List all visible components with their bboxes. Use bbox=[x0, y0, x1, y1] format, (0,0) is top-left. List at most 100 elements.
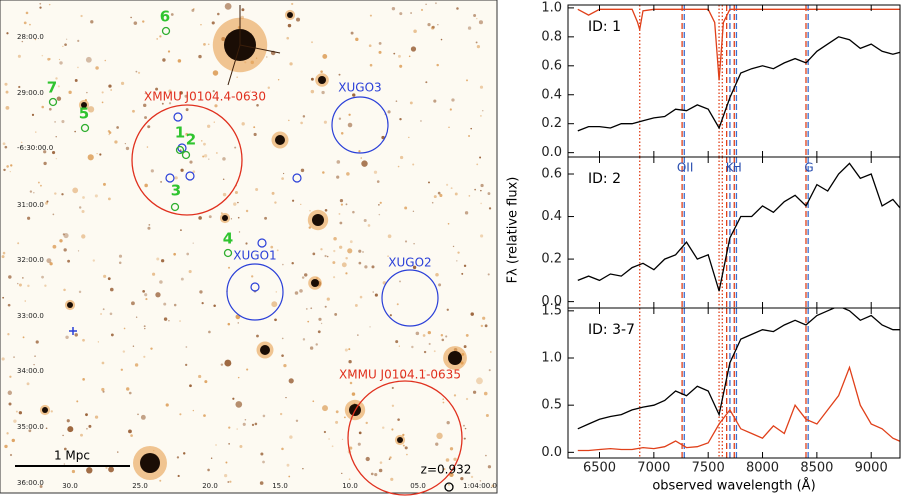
speckle bbox=[289, 435, 292, 438]
speckle bbox=[189, 384, 192, 387]
speckle bbox=[235, 401, 242, 408]
speckle bbox=[6, 106, 10, 110]
speckle bbox=[416, 332, 420, 336]
speckle bbox=[147, 146, 149, 148]
speckle bbox=[266, 56, 267, 57]
speckle bbox=[61, 193, 63, 195]
y-tick-label: 0.4 bbox=[541, 87, 562, 102]
speckle bbox=[425, 81, 427, 83]
speckle bbox=[339, 222, 342, 225]
speckle bbox=[348, 348, 350, 350]
speckle bbox=[405, 240, 407, 242]
speckle bbox=[382, 426, 384, 428]
speckle bbox=[178, 475, 180, 477]
speckle bbox=[377, 180, 380, 183]
speckle bbox=[207, 125, 210, 128]
speckle bbox=[100, 313, 102, 315]
speckle bbox=[379, 469, 383, 473]
speckle bbox=[348, 360, 351, 363]
y-tick-label: 0.0 bbox=[541, 145, 562, 160]
speckle bbox=[144, 328, 145, 329]
speckle bbox=[465, 211, 468, 214]
speckle bbox=[123, 350, 125, 352]
speckle bbox=[148, 224, 150, 226]
speckle bbox=[54, 192, 56, 194]
source-label: 7 bbox=[47, 79, 57, 97]
speckle bbox=[398, 166, 400, 168]
ra-label: 1:04:00.0 bbox=[463, 482, 497, 490]
speckle bbox=[333, 237, 337, 241]
y-tick-label: 0.2 bbox=[541, 252, 562, 267]
dec-label: 33:00.0 bbox=[17, 312, 44, 320]
speckle bbox=[63, 289, 66, 292]
speckle bbox=[436, 64, 438, 66]
speckle bbox=[392, 7, 395, 10]
speckle bbox=[6, 32, 8, 34]
speckle bbox=[291, 3, 293, 5]
speckle bbox=[413, 30, 417, 34]
speckle bbox=[450, 108, 452, 110]
speckle bbox=[410, 12, 412, 14]
speckle bbox=[318, 330, 321, 333]
speckle bbox=[29, 24, 31, 26]
source-label: 5 bbox=[79, 105, 89, 123]
speckle bbox=[119, 262, 122, 265]
speckle bbox=[320, 248, 322, 250]
speckle bbox=[228, 443, 230, 445]
speckle bbox=[482, 317, 485, 320]
speckle bbox=[72, 187, 78, 193]
speckle bbox=[212, 21, 215, 24]
speckle bbox=[232, 398, 234, 400]
speckle bbox=[2, 255, 5, 258]
ra-label: 10.0 bbox=[342, 482, 358, 490]
speckle bbox=[136, 317, 137, 318]
speckle bbox=[488, 192, 491, 195]
speckle bbox=[435, 273, 439, 277]
speckle bbox=[27, 217, 30, 220]
speckle bbox=[380, 461, 383, 464]
star bbox=[260, 345, 270, 355]
speckle bbox=[4, 445, 7, 448]
speckle bbox=[241, 8, 244, 11]
speckle bbox=[488, 465, 491, 468]
speckle bbox=[453, 458, 456, 461]
speckle bbox=[228, 427, 230, 429]
speckle bbox=[473, 391, 476, 394]
speckle bbox=[304, 273, 307, 276]
speckle bbox=[262, 461, 265, 464]
speckle bbox=[121, 82, 124, 85]
speckle bbox=[162, 58, 165, 61]
speckle bbox=[272, 192, 275, 195]
star bbox=[140, 453, 160, 473]
speckle bbox=[150, 347, 152, 349]
speckle bbox=[447, 309, 449, 311]
speckle bbox=[27, 382, 30, 385]
speckle bbox=[42, 55, 44, 57]
speckle bbox=[8, 304, 11, 307]
cluster-label: XMMU J0104.4-0630 bbox=[144, 90, 266, 104]
speckle bbox=[95, 194, 98, 197]
speckle bbox=[214, 104, 217, 107]
speckle bbox=[352, 392, 355, 395]
speckle bbox=[102, 102, 104, 104]
speckle bbox=[455, 193, 458, 196]
speckle bbox=[332, 445, 334, 447]
speckle bbox=[201, 140, 203, 142]
speckle bbox=[358, 150, 360, 152]
dec-label: 36:00.0 bbox=[17, 479, 44, 487]
dec-label: 28:00.0 bbox=[17, 33, 44, 41]
speckle bbox=[2, 357, 5, 360]
speckle bbox=[62, 46, 63, 47]
speckle bbox=[357, 334, 358, 335]
source-label: 3 bbox=[171, 182, 181, 200]
speckle bbox=[465, 428, 466, 429]
speckle bbox=[364, 219, 367, 222]
speckle bbox=[143, 104, 146, 107]
speckle bbox=[193, 410, 194, 411]
spectrum-line bbox=[578, 37, 901, 131]
speckle bbox=[144, 293, 147, 296]
speckle bbox=[277, 249, 279, 251]
speckle bbox=[126, 387, 129, 390]
speckle bbox=[64, 463, 66, 465]
speckle bbox=[434, 195, 437, 198]
